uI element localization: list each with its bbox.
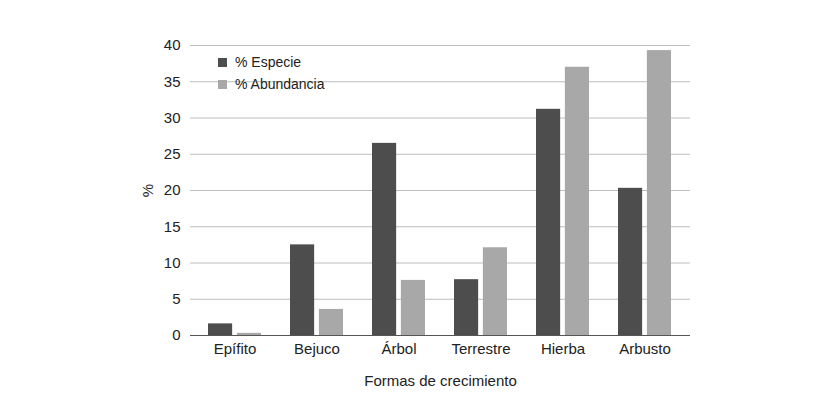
html-text:% Abundancia: % Abundancia — [235, 76, 325, 92]
svg-text:Bejuco: Bejuco — [294, 340, 340, 357]
svg-text:Epífito: Epífito — [214, 340, 257, 357]
svg-text:Árbol: Árbol — [381, 340, 416, 357]
svg-text:5: 5 — [172, 290, 180, 307]
svg-text:15: 15 — [164, 218, 181, 235]
svg-text:10: 10 — [164, 254, 181, 271]
svg-text:40: 40 — [164, 36, 181, 53]
svg-text:0: 0 — [172, 326, 180, 343]
html-text:% Especie: % Especie — [235, 54, 302, 70]
svg-text:35: 35 — [164, 73, 181, 90]
svg-text:Formas de crecimiento: Formas de crecimiento — [364, 372, 517, 389]
svg-text:%: % — [139, 184, 156, 197]
svg-text:Arbusto: Arbusto — [619, 340, 671, 357]
svg-text:Hierba: Hierba — [541, 340, 586, 357]
svg-text:25: 25 — [164, 145, 181, 162]
svg-text:20: 20 — [164, 181, 181, 198]
svg-text:30: 30 — [164, 109, 181, 126]
svg-text:Terrestre: Terrestre — [451, 340, 510, 357]
